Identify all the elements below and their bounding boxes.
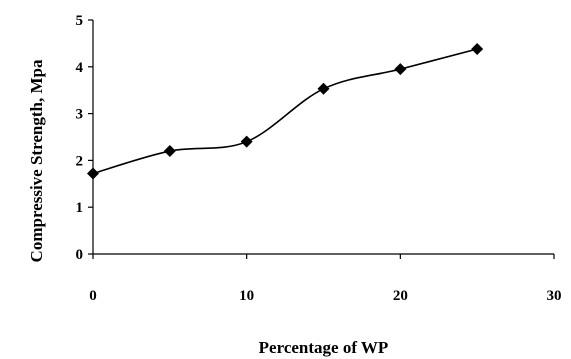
y-tick-label: 0 [76,247,84,263]
y-tick-label: 2 [76,153,84,169]
data-point [87,167,99,180]
data-point [163,145,176,158]
y-tick-label: 5 [76,13,84,29]
x-tick-labels: 0 10 20 30 [89,288,561,304]
data-point [471,43,484,56]
x-axis-title: Percentage of WP [259,338,389,357]
x-tick-label: 30 [547,288,562,304]
y-tick-label: 1 [76,200,84,216]
data-points [87,43,484,180]
x-tick-label: 20 [393,288,408,304]
x-tick-label: 10 [239,288,254,304]
y-tick-labels: 0 1 2 3 4 5 [76,13,84,263]
data-point [240,135,253,148]
y-axis-title: Compressive Strength, Mpa [27,59,46,262]
x-tick-label: 0 [89,288,97,304]
y-tick-marks [88,19,93,255]
data-point [317,82,330,95]
y-tick-label: 3 [76,107,84,123]
y-tick-label: 4 [76,60,84,76]
series-line [92,48,478,175]
x-tick-marks [92,254,555,259]
data-point [394,63,407,76]
